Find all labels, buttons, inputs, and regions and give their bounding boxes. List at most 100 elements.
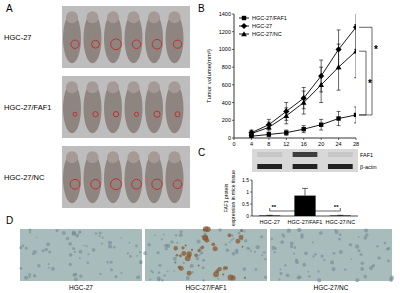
nucleus (161, 279, 164, 282)
nucleus (37, 264, 41, 268)
nucleus (42, 249, 45, 252)
stain (198, 264, 200, 266)
nucleus (179, 233, 183, 237)
mouse-head (87, 151, 99, 163)
significance: * (368, 78, 372, 89)
error-bar (302, 126, 306, 133)
nucleus (48, 251, 51, 254)
mouse-photo (62, 6, 190, 68)
nucleus (44, 248, 48, 252)
mouse-head (66, 11, 78, 23)
tumor-mark (111, 179, 122, 190)
nucleus (72, 231, 76, 235)
nucleus (102, 237, 104, 239)
nucleus (387, 259, 390, 262)
legend-entry: HGC-27/FAF1 (252, 15, 287, 21)
nucleus (156, 251, 159, 254)
nucleus (29, 231, 31, 233)
nucleus (361, 261, 365, 265)
legend-marker (241, 23, 247, 29)
point (301, 100, 307, 105)
nucleus (55, 229, 58, 232)
blot-label: FAF1 (360, 152, 373, 158)
nucleus (158, 271, 161, 274)
nucleus (51, 267, 55, 271)
nucleus (376, 245, 379, 248)
point (284, 130, 288, 134)
y-tick (250, 204, 252, 205)
mouse-head (169, 151, 181, 163)
nucleus (79, 250, 83, 254)
nucleus (365, 233, 368, 236)
tumor-mark (132, 40, 141, 49)
point (266, 125, 272, 130)
mouse-photo (62, 76, 190, 138)
axis-title: Tumor volume(mm³) (206, 49, 212, 103)
tumor-mark (173, 40, 181, 48)
stain (179, 266, 184, 271)
nucleus (163, 234, 165, 236)
point (302, 127, 306, 131)
nucleus (129, 242, 131, 244)
nucleus (173, 257, 177, 261)
nucleus (161, 238, 163, 240)
nucleus (198, 254, 200, 256)
nucleus (371, 265, 373, 267)
stain (235, 239, 240, 244)
mouse-head (169, 11, 181, 23)
mouse-head (148, 151, 160, 163)
nucleus (307, 271, 309, 273)
nucleus (334, 229, 336, 231)
stain (225, 266, 228, 269)
nucleus (136, 255, 138, 257)
x-tick (338, 138, 339, 140)
point (249, 131, 255, 136)
nucleus (317, 278, 321, 282)
photo-bg (62, 146, 190, 208)
tumor-mark (111, 39, 122, 50)
nucleus (312, 255, 314, 257)
nucleus (32, 252, 35, 255)
point (353, 24, 356, 30)
nucleus (218, 228, 222, 232)
photo-bg (62, 6, 190, 68)
x-tick (303, 138, 304, 140)
nucleus (69, 263, 72, 266)
tumor-mark (71, 40, 79, 48)
nucleus (331, 267, 335, 271)
tumor-mark (154, 111, 160, 117)
stain (179, 254, 182, 257)
nucleus (334, 230, 338, 234)
photo-bg (62, 76, 190, 138)
panel-letter: C (198, 147, 205, 158)
nucleus (110, 268, 113, 271)
nucleus (79, 257, 81, 259)
stain (191, 249, 193, 251)
stain (203, 226, 209, 232)
nucleus (46, 242, 50, 246)
error-bar (319, 119, 323, 130)
sig-bracket (359, 27, 372, 115)
nucleus (120, 272, 122, 274)
tumor-mark (92, 40, 100, 48)
nucleus (232, 252, 236, 256)
nucleus (72, 273, 76, 277)
tumor-mark (73, 112, 77, 116)
stain (241, 246, 243, 248)
nucleus (186, 276, 190, 280)
nucleus (75, 234, 79, 238)
bar (330, 215, 351, 216)
legend-marker (241, 31, 247, 36)
error-bar (284, 130, 288, 135)
nucleus (250, 250, 252, 252)
stain (174, 246, 178, 250)
tick-label: 800 (222, 64, 231, 70)
mouse-head (128, 151, 140, 163)
nucleus (355, 244, 359, 248)
image-label: HGC-27 (69, 284, 93, 291)
nucleus (339, 233, 342, 236)
nucleus (120, 237, 122, 239)
nucleus (244, 239, 247, 242)
nucleus (387, 247, 390, 250)
nucleus (235, 249, 239, 253)
